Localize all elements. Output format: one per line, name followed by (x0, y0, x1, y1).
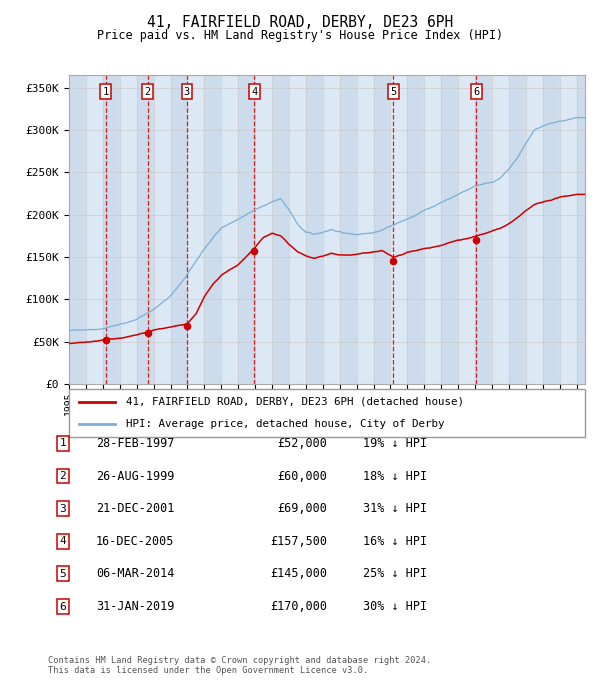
Text: £157,500: £157,500 (270, 534, 327, 548)
Text: £52,000: £52,000 (277, 437, 327, 450)
Text: 25% ↓ HPI: 25% ↓ HPI (363, 567, 427, 581)
Bar (238, 75, 255, 384)
Text: 28-FEB-1997: 28-FEB-1997 (96, 437, 175, 450)
Text: 21-DEC-2001: 21-DEC-2001 (96, 502, 175, 515)
Text: 41, FAIRFIELD ROAD, DERBY, DE23 6PH (detached house): 41, FAIRFIELD ROAD, DERBY, DE23 6PH (det… (126, 397, 464, 407)
Text: 3: 3 (59, 504, 67, 513)
Bar (407, 75, 424, 384)
Bar (170, 75, 187, 384)
Bar (458, 75, 475, 384)
Bar (255, 75, 272, 384)
Text: 41, FAIRFIELD ROAD, DERBY, DE23 6PH: 41, FAIRFIELD ROAD, DERBY, DE23 6PH (147, 15, 453, 30)
Bar (475, 75, 492, 384)
Bar (526, 75, 543, 384)
Text: 2: 2 (59, 471, 67, 481)
Bar (306, 75, 323, 384)
Text: 19% ↓ HPI: 19% ↓ HPI (363, 437, 427, 450)
Bar (577, 75, 593, 384)
Text: 16% ↓ HPI: 16% ↓ HPI (363, 534, 427, 548)
Text: HPI: Average price, detached house, City of Derby: HPI: Average price, detached house, City… (126, 419, 444, 428)
Bar (492, 75, 509, 384)
Text: 1: 1 (59, 439, 67, 448)
Text: Price paid vs. HM Land Registry's House Price Index (HPI): Price paid vs. HM Land Registry's House … (97, 29, 503, 42)
Bar (205, 75, 221, 384)
Text: 30% ↓ HPI: 30% ↓ HPI (363, 600, 427, 613)
Text: £69,000: £69,000 (277, 502, 327, 515)
Text: 1: 1 (103, 87, 109, 97)
Text: £145,000: £145,000 (270, 567, 327, 581)
Text: 26-AUG-1999: 26-AUG-1999 (96, 469, 175, 483)
Bar (340, 75, 356, 384)
Bar (543, 75, 560, 384)
Text: 6: 6 (473, 87, 479, 97)
Bar (272, 75, 289, 384)
Bar (323, 75, 340, 384)
Bar (137, 75, 154, 384)
Text: 3: 3 (184, 87, 190, 97)
FancyBboxPatch shape (69, 389, 585, 437)
Text: 16-DEC-2005: 16-DEC-2005 (96, 534, 175, 548)
Text: Contains HM Land Registry data © Crown copyright and database right 2024.: Contains HM Land Registry data © Crown c… (48, 656, 431, 665)
Bar (441, 75, 458, 384)
Text: 18% ↓ HPI: 18% ↓ HPI (363, 469, 427, 483)
Bar (560, 75, 577, 384)
Text: 4: 4 (251, 87, 257, 97)
Text: 31% ↓ HPI: 31% ↓ HPI (363, 502, 427, 515)
Bar (509, 75, 526, 384)
Bar (391, 75, 407, 384)
Bar (69, 75, 86, 384)
Bar (103, 75, 120, 384)
Text: 31-JAN-2019: 31-JAN-2019 (96, 600, 175, 613)
Bar (154, 75, 170, 384)
Bar (289, 75, 306, 384)
Bar (356, 75, 374, 384)
Bar (221, 75, 238, 384)
Text: £60,000: £60,000 (277, 469, 327, 483)
Text: 06-MAR-2014: 06-MAR-2014 (96, 567, 175, 581)
Bar (86, 75, 103, 384)
Text: 4: 4 (59, 537, 67, 546)
Text: This data is licensed under the Open Government Licence v3.0.: This data is licensed under the Open Gov… (48, 666, 368, 675)
Bar (187, 75, 205, 384)
Bar (120, 75, 137, 384)
Text: £170,000: £170,000 (270, 600, 327, 613)
Bar (424, 75, 441, 384)
Text: 2: 2 (145, 87, 151, 97)
Text: 6: 6 (59, 602, 67, 611)
Bar (374, 75, 391, 384)
Text: 5: 5 (391, 87, 397, 97)
Text: 5: 5 (59, 569, 67, 579)
